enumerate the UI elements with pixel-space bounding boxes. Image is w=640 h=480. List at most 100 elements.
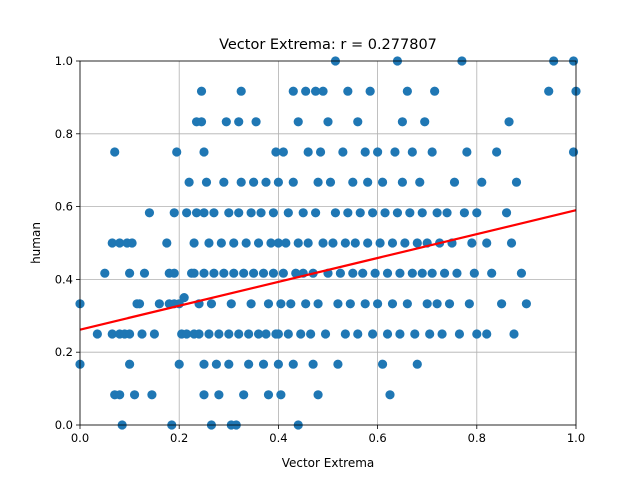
data-point-233 xyxy=(482,238,492,248)
data-point-136 xyxy=(308,359,318,369)
data-point-174 xyxy=(368,208,378,218)
data-point-202 xyxy=(412,359,422,369)
data-point-76 xyxy=(229,238,239,248)
data-point-184 xyxy=(385,390,395,400)
data-point-198 xyxy=(407,147,417,157)
data-point-60 xyxy=(206,299,217,309)
data-point-113 xyxy=(276,390,286,400)
data-point-206 xyxy=(420,117,430,127)
data-point-191 xyxy=(395,329,405,339)
data-point-128 xyxy=(298,208,308,218)
data-point-85 xyxy=(239,390,249,400)
data-point-59 xyxy=(204,329,214,339)
data-point-228 xyxy=(467,238,477,248)
data-point-133 xyxy=(303,238,313,248)
data-point-168 xyxy=(360,147,370,157)
x-tick-label-3: 0.6 xyxy=(368,431,386,445)
data-point-4 xyxy=(107,329,117,339)
data-point-196 xyxy=(402,299,412,309)
data-point-45 xyxy=(189,268,199,278)
data-point-93 xyxy=(251,117,261,127)
data-point-238 xyxy=(501,208,512,218)
data-point-130 xyxy=(301,86,311,96)
data-point-225 xyxy=(459,208,469,218)
data-point-242 xyxy=(511,177,522,187)
data-point-203 xyxy=(415,177,425,187)
data-point-179 xyxy=(377,177,388,187)
data-point-194 xyxy=(400,238,410,248)
data-point-87 xyxy=(244,329,254,339)
data-point-55 xyxy=(199,359,209,369)
data-point-213 xyxy=(432,208,442,218)
data-point-36 xyxy=(174,359,184,369)
data-point-82 xyxy=(236,86,246,96)
x-tick-label-1: 0.2 xyxy=(170,431,188,445)
data-point-216 xyxy=(437,329,447,339)
data-point-154 xyxy=(335,268,345,278)
data-point-155 xyxy=(338,147,348,157)
data-point-245 xyxy=(544,86,554,96)
data-point-104 xyxy=(268,208,279,218)
data-point-190 xyxy=(395,268,405,278)
y-tick-label-2: 0.4 xyxy=(55,272,73,286)
data-point-153 xyxy=(333,359,343,369)
x-tick-label-0: 0.0 xyxy=(71,431,89,445)
data-point-131 xyxy=(301,299,311,309)
data-point-99 xyxy=(261,177,271,187)
data-point-139 xyxy=(313,177,323,187)
data-point-16 xyxy=(125,359,135,369)
data-point-112 xyxy=(276,299,286,309)
data-point-170 xyxy=(363,177,373,187)
data-point-201 xyxy=(412,238,422,248)
data-point-70 xyxy=(221,117,231,127)
data-point-143 xyxy=(318,238,328,248)
data-point-214 xyxy=(432,299,442,309)
data-point-186 xyxy=(387,299,398,309)
x-tick-label-2: 0.4 xyxy=(269,431,287,445)
data-point-162 xyxy=(348,268,358,278)
data-point-115 xyxy=(278,147,288,157)
data-point-32 xyxy=(169,268,179,278)
data-point-89 xyxy=(246,299,256,309)
data-point-141 xyxy=(313,390,323,400)
data-point-142 xyxy=(315,147,326,157)
data-point-102 xyxy=(263,390,274,400)
data-point-71 xyxy=(224,208,234,218)
data-point-187 xyxy=(390,147,400,157)
data-point-164 xyxy=(353,117,363,127)
data-point-48 xyxy=(194,329,204,339)
data-point-95 xyxy=(253,329,264,339)
data-point-38 xyxy=(179,293,189,303)
data-point-232 xyxy=(477,177,487,187)
data-point-41 xyxy=(184,177,194,187)
data-point-8 xyxy=(115,238,125,248)
data-point-90 xyxy=(246,208,256,218)
data-point-208 xyxy=(422,299,432,309)
data-point-21 xyxy=(137,329,147,339)
plot-frame xyxy=(79,60,577,426)
data-point-199 xyxy=(407,268,417,278)
x-tick-label-5: 1.0 xyxy=(567,431,585,445)
data-point-227 xyxy=(464,299,474,309)
data-point-52 xyxy=(199,147,209,157)
data-point-236 xyxy=(492,147,502,157)
data-point-175 xyxy=(370,268,380,278)
x-axis-ticks: 0.0 0.2 0.4 0.6 0.8 1.0 xyxy=(71,425,585,445)
data-point-56 xyxy=(199,390,209,400)
data-point-68 xyxy=(219,177,229,187)
data-point-210 xyxy=(427,147,437,157)
data-point-83 xyxy=(236,177,246,187)
data-point-156 xyxy=(340,238,350,248)
data-point-101 xyxy=(263,299,274,309)
data-point-223 xyxy=(454,329,465,339)
data-point-166 xyxy=(355,208,365,218)
data-point-148 xyxy=(325,177,336,187)
data-point-15 xyxy=(125,329,135,339)
data-point-182 xyxy=(382,329,393,339)
data-point-241 xyxy=(509,329,519,339)
data-point-165 xyxy=(353,329,363,339)
data-point-137 xyxy=(311,86,321,96)
data-point-144 xyxy=(318,86,328,96)
y-tick-label-0: 0.0 xyxy=(55,418,73,432)
data-point-146 xyxy=(323,117,333,127)
